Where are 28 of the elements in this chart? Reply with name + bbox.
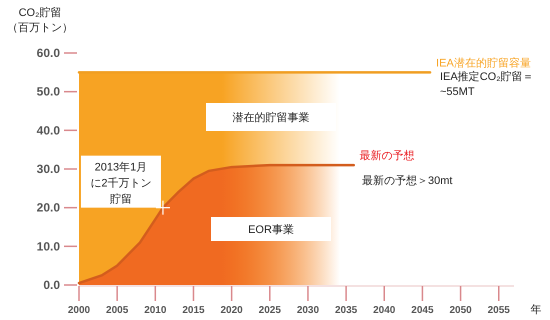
x-tick-label: 2030 xyxy=(296,305,320,316)
annotation: 最新の予想＞30mt xyxy=(362,174,452,187)
series-label: 最新の予想 xyxy=(360,149,415,162)
y-tick-label: 60.0 xyxy=(36,46,60,60)
x-tick-label: 2000 xyxy=(68,305,91,316)
series-label: IEA潜在的貯留容量 xyxy=(436,56,531,70)
y-tick-label: 20.0 xyxy=(36,200,60,215)
x-tick-label: 2020 xyxy=(220,305,244,316)
y-tick-label: 10.0 xyxy=(36,239,60,254)
x-tick-label: 2045 xyxy=(411,305,434,316)
y-axis-title: CO₂貯留（百万トン） xyxy=(7,6,73,34)
x-tick-label: 2040 xyxy=(373,305,396,316)
y-tick-label: 40.0 xyxy=(36,123,60,138)
annotation: IEA推定CO₂貯留＝~55MT xyxy=(440,70,534,98)
annotation: EOR事業 xyxy=(248,223,294,236)
annotation: 2013年1月に2千万トン貯留 xyxy=(90,162,152,206)
x-tick-label: 2050 xyxy=(449,305,472,316)
x-tick-label: 2005 xyxy=(106,305,129,316)
x-tick-label: 2055 xyxy=(488,305,510,316)
x-tick-label: 2015 xyxy=(182,305,206,316)
x-axis-title: 年 xyxy=(530,304,542,316)
y-tick-label: 0.0 xyxy=(43,278,60,292)
x-tick-label: 2010 xyxy=(144,305,167,316)
x-tick-label: 2035 xyxy=(334,305,358,316)
y-tick-label: 50.0 xyxy=(36,84,60,99)
y-tick-label: 30.0 xyxy=(36,162,60,176)
x-tick-label: 2025 xyxy=(258,305,282,316)
annotation: 潜在的貯留事業 xyxy=(232,111,310,124)
